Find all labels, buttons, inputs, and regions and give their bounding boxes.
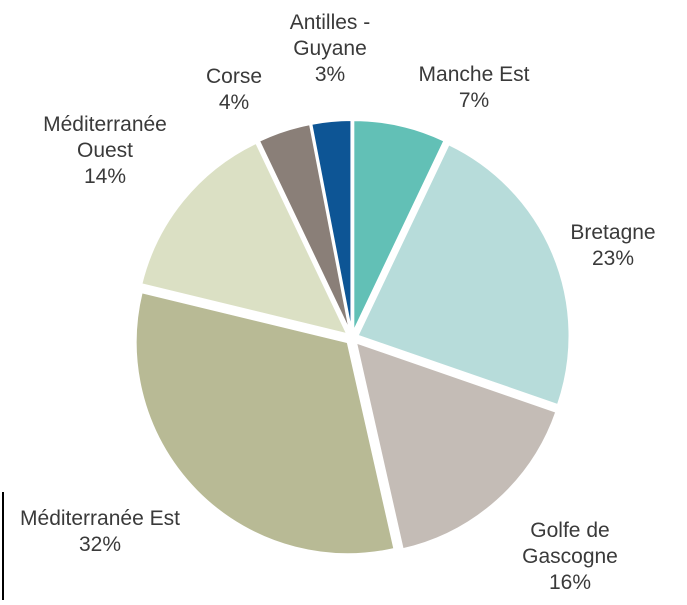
pie-slice xyxy=(140,141,350,336)
slice-label: Antilles - Guyane 3% xyxy=(235,10,425,88)
slice-label: Corse 4% xyxy=(139,64,329,116)
pie-slice xyxy=(356,142,571,407)
category-label: Antilles - Guyane xyxy=(289,11,371,60)
pie-slice xyxy=(354,340,558,551)
pie-slice xyxy=(310,119,353,333)
slice-label: Méditerranée Ouest 14% xyxy=(10,112,200,190)
slice-label: Golfe de Gascogne 16% xyxy=(475,518,665,596)
slice-label: Bretagne 23% xyxy=(518,220,687,272)
value-label: 3% xyxy=(314,63,346,86)
category-label: Méditerranée Est xyxy=(20,507,180,530)
slice-label: Méditerranée Est 32% xyxy=(5,506,195,558)
value-label: 14% xyxy=(83,165,127,188)
value-label: 23% xyxy=(591,247,635,270)
pie-slice xyxy=(352,119,446,333)
value-label: 4% xyxy=(218,91,250,114)
value-label: 7% xyxy=(458,89,490,112)
category-label: Golfe de Gascogne xyxy=(522,519,618,568)
pie-slice xyxy=(134,291,396,556)
value-label: 32% xyxy=(78,533,122,556)
category-label: Méditerranée Ouest xyxy=(43,113,167,162)
category-label: Bretagne xyxy=(570,221,656,244)
pie-slice xyxy=(257,122,352,333)
category-label: Manche Est xyxy=(418,63,530,86)
category-label: Corse xyxy=(205,65,263,88)
slice-label: Manche Est 7% xyxy=(379,62,569,114)
value-label: 16% xyxy=(548,571,592,594)
